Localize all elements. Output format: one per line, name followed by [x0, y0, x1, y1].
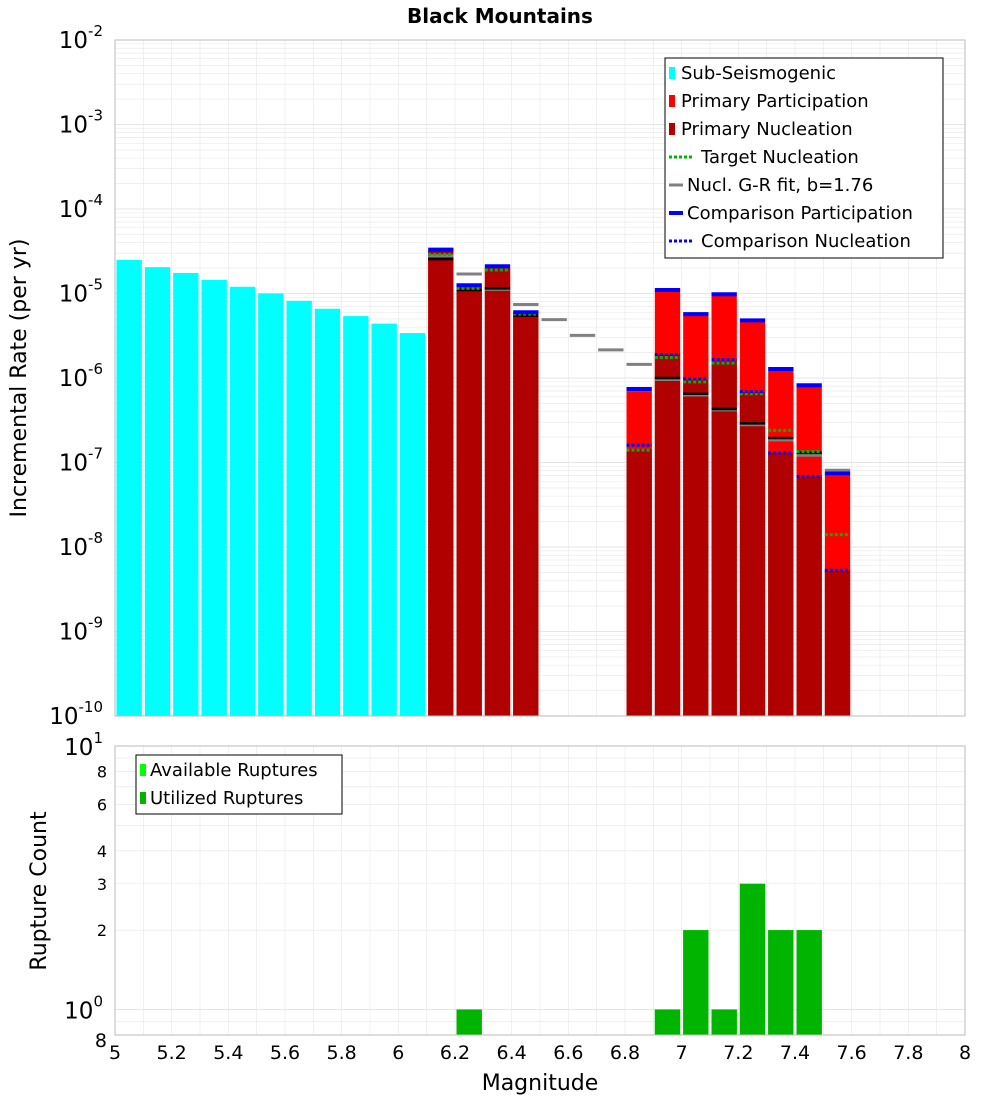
top-y-axis: 10-2 10-3 10-4 10-5 10-6 10-7 10-8 10-9 10-10: [49, 22, 103, 730]
x-tick-label: 7: [676, 1042, 688, 1064]
x-tick-label: 6.6: [553, 1042, 583, 1064]
top-legend: Sub-Seismogenic Primary Participation Prim…: [664, 57, 944, 259]
legend-swatch: [140, 792, 146, 804]
x-tick-label: 6.4: [497, 1042, 527, 1064]
sub-seismogenic-bar: [314, 308, 341, 716]
primary-nucleation-bar: [626, 448, 652, 716]
primary-nucleation-bar: [654, 354, 681, 716]
utilized-ruptures-bar: [768, 930, 794, 1035]
x-axis: 5 5.2 5.4 5.6 5.8 6 6.2 6.4 6.6 6.8 7 7.2 7.4 7.6 7.8 8: [109, 1042, 971, 1064]
sub-seismogenic-bar: [286, 300, 312, 716]
legend-label: Primary Nucleation: [681, 119, 853, 140]
y-tick-label: 10-3: [59, 107, 103, 139]
y-tick-label: 4: [97, 842, 107, 861]
top-bars: [116, 250, 851, 716]
primary-nucleation-bar: [739, 392, 766, 716]
utilized-ruptures-bar: [654, 1009, 681, 1035]
y-tick-label: 10-9: [59, 614, 103, 646]
sub-seismogenic-bar: [116, 259, 142, 716]
x-tick-label: 6.2: [440, 1042, 470, 1064]
y-tick-label: 10-4: [59, 191, 103, 223]
y-tick-label: 10-2: [59, 22, 103, 54]
legend-swatch: [669, 67, 675, 79]
x-axis-title: Magnitude: [482, 1071, 599, 1096]
y-tick-label: 10-7: [59, 445, 103, 477]
y-tick-label: 6: [97, 795, 107, 814]
y-tick-label: 100: [64, 992, 103, 1024]
top-plot-area: 10-2 10-3 10-4 10-5 10-6 10-7 10-8 10-9 10-10 Sub…: [49, 22, 966, 730]
primary-nucleation-bar: [711, 360, 737, 716]
sub-seismogenic-bar: [229, 286, 256, 716]
x-tick-label: 7.4: [780, 1042, 810, 1064]
x-tick-label: 7.2: [723, 1042, 753, 1064]
utilized-ruptures-bar: [711, 1009, 737, 1035]
y-tick-label: 8: [95, 1030, 107, 1052]
bottom-plot-border: [114, 745, 966, 1036]
x-tick-label: 5.6: [270, 1042, 300, 1064]
top-markers: [428, 247, 851, 572]
utilized-ruptures-bar: [796, 930, 822, 1035]
legend-label: Sub-Seismogenic: [681, 63, 836, 84]
utilized-ruptures-bar: [683, 930, 709, 1035]
legend-label: Comparison Participation: [687, 203, 913, 224]
y-tick-label: 10-8: [59, 529, 103, 561]
y-tick-label: 101: [64, 729, 103, 761]
x-tick-label: 6.8: [610, 1042, 640, 1064]
top-plot-border: [114, 39, 966, 717]
x-tick-label: 6: [392, 1042, 404, 1064]
utilized-ruptures-bar: [456, 1009, 482, 1035]
y-tick-label: 2: [97, 921, 107, 940]
chart-title: Black Mountains: [407, 4, 593, 28]
y-tick-label: 3: [97, 875, 107, 894]
x-tick-label: 5.8: [327, 1042, 357, 1064]
x-tick-label: 8: [959, 1042, 971, 1064]
legend-box: [664, 57, 944, 259]
legend-label: Available Ruptures: [150, 760, 318, 781]
primary-nucleation-bar: [796, 476, 822, 716]
sub-seismogenic-bar: [201, 279, 227, 716]
top-y-axis-title: Incremental Rate (per yr): [7, 239, 32, 518]
primary-nucleation-bar: [428, 250, 454, 716]
primary-nucleation-bar: [484, 268, 511, 716]
sub-seismogenic-bar: [144, 267, 171, 716]
primary-nucleation-bar: [513, 313, 539, 716]
primary-nucleation-bar: [768, 452, 794, 716]
sub-seismogenic-bar: [399, 333, 426, 716]
primary-nucleation-bar: [683, 379, 709, 716]
legend-swatch: [669, 95, 675, 107]
sub-seismogenic-bar: [173, 272, 199, 716]
legend-label: Nucl. G-R fit, b=1.76: [687, 175, 873, 196]
legend-label: Target Nucleation: [700, 147, 859, 168]
bottom-y-axis: 101 100 8 6 4 3 2 8: [64, 729, 107, 1052]
y-tick-label: 10-10: [49, 698, 103, 730]
sub-seismogenic-bar: [258, 293, 284, 716]
primary-nucleation-bar: [824, 570, 851, 716]
bottom-bars: [456, 883, 822, 1035]
bottom-y-axis-title: Rupture Count: [27, 811, 52, 971]
bottom-legend: Available Ruptures Utilized Ruptures: [135, 754, 343, 815]
sub-seismogenic-bar: [371, 323, 397, 716]
x-tick-label: 5.2: [157, 1042, 187, 1064]
sub-seismogenic-bar: [343, 316, 369, 716]
legend-label: Utilized Ruptures: [150, 788, 303, 809]
y-tick-label: 10-5: [59, 276, 103, 308]
utilized-ruptures-bar: [739, 883, 766, 1035]
x-tick-label: 5: [109, 1042, 121, 1064]
legend-swatch: [140, 764, 146, 776]
x-tick-label: 5.4: [213, 1042, 243, 1064]
legend-label: Comparison Nucleation: [701, 231, 911, 252]
y-tick-label: 10-6: [59, 360, 103, 392]
legend-label: Primary Participation: [681, 91, 869, 112]
primary-nucleation-bar: [456, 286, 482, 716]
x-tick-label: 7.6: [837, 1042, 867, 1064]
legend-box: [135, 754, 343, 815]
x-tick-label: 7.8: [893, 1042, 923, 1064]
legend-swatch: [669, 123, 675, 135]
y-tick-label: 8: [97, 763, 107, 782]
